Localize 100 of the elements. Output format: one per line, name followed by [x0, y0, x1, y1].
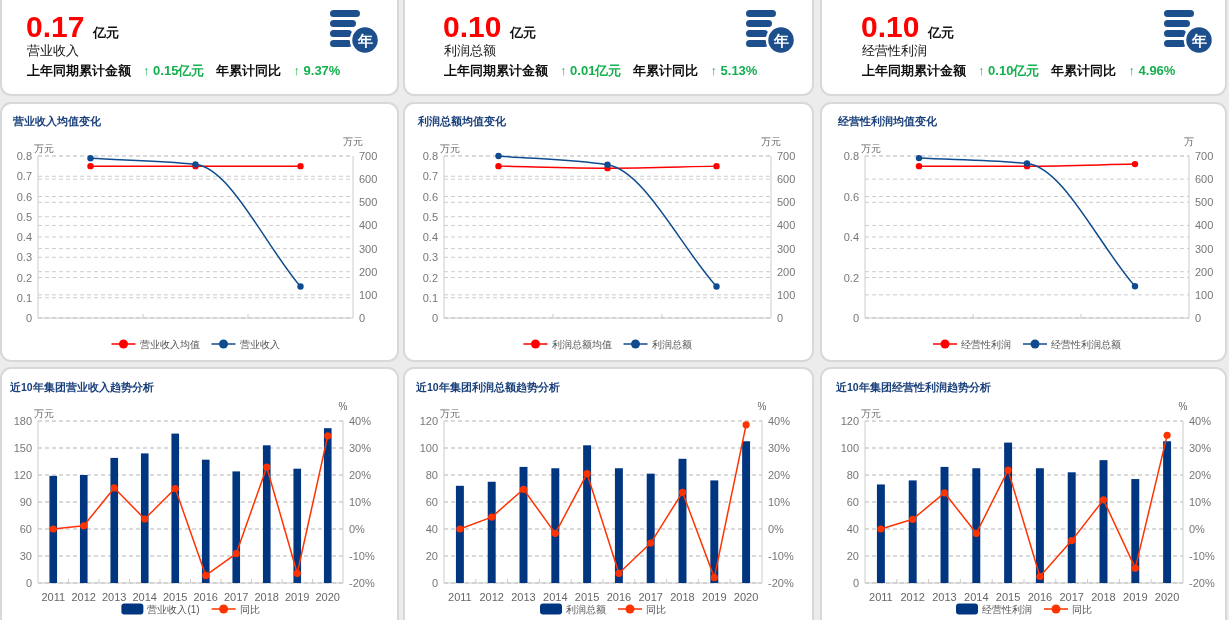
chart-title: 经营性利润均值变化 [837, 115, 938, 127]
point [583, 470, 591, 478]
y-tick-label: 100 [419, 442, 438, 454]
x-tick-label: 2017 [1059, 591, 1084, 603]
x-tick-label: 2018 [1091, 591, 1116, 603]
x-tick-label: 2019 [285, 591, 310, 603]
y-tick-label: 0.8 [16, 150, 32, 162]
y2-tick-label: 0% [768, 523, 785, 535]
y-tick-label: 120 [13, 469, 32, 481]
point [647, 539, 655, 547]
y-tick-label: 150 [13, 442, 32, 454]
y2-tick-label: 30% [1189, 442, 1212, 454]
y2-tick-label: 200 [1195, 265, 1214, 278]
y-tick-label: 0.5 [422, 210, 438, 223]
bar [710, 480, 719, 583]
point [202, 571, 210, 580]
point [456, 525, 464, 533]
y-tick-label: 0 [852, 312, 859, 324]
point [615, 569, 623, 577]
y2-tick-label: 100 [1195, 288, 1214, 301]
x-tick-label: 2013 [102, 591, 127, 603]
point [324, 432, 332, 440]
y2-tick-label: 10% [349, 496, 372, 508]
text: ↑ 4.96% [1128, 63, 1176, 78]
legend-label: 利润总额均值 [551, 338, 612, 350]
y-axis-title: 万元 [34, 143, 54, 154]
y-tick-label: 0.5 [16, 210, 32, 223]
y2-tick-label: -20% [768, 577, 794, 589]
y-tick-label: 40 [846, 523, 859, 535]
y2-axis-title: % [1178, 401, 1188, 412]
bar [487, 481, 496, 583]
x-tick-label: 2015 [574, 591, 600, 603]
x-tick-label: 2014 [964, 591, 989, 603]
bar [293, 468, 302, 583]
y-tick-label: 20 [846, 550, 859, 562]
bar [1004, 442, 1013, 583]
x-tick-label: 2014 [132, 591, 157, 603]
chart-title: 利润总额均值变化 [417, 115, 507, 127]
y2-tick-label: 700 [777, 150, 796, 162]
y-tick-label: 0.1 [422, 291, 438, 304]
y2-tick-label: 20% [349, 469, 372, 481]
text: 0.10 [861, 10, 920, 43]
point [972, 529, 980, 537]
y-tick-label: 120 [419, 415, 438, 427]
x-tick-label: 2013 [511, 591, 536, 603]
x-tick-label: 2017 [638, 591, 663, 603]
y-tick-label: 60 [846, 496, 859, 508]
y-tick-label: 0 [852, 577, 859, 589]
text: 年 [1190, 31, 1207, 49]
text: ↑ 0.10亿元 [978, 63, 1040, 78]
point [171, 484, 179, 493]
y2-tick-label: 500 [1195, 196, 1214, 209]
y-tick-label: 0.4 [16, 231, 32, 243]
x-tick-label: 2019 [1123, 591, 1148, 603]
y2-tick-label: -10% [768, 550, 794, 562]
text: ↑ 5.13% [710, 63, 758, 78]
x-tick-label: 2018 [670, 591, 695, 603]
y2-tick-label: 10% [768, 496, 791, 508]
point [141, 515, 149, 523]
x-tick-label: 2016 [606, 591, 632, 603]
y-tick-label: 0.3 [16, 251, 32, 264]
x-tick-label: 2011 [41, 591, 66, 603]
point [877, 525, 885, 533]
y-tick-label: 20 [425, 550, 438, 562]
y-tick-label: 0.8 [422, 150, 438, 162]
point [495, 152, 502, 160]
bar [1067, 472, 1076, 583]
legend-label: 营业收入 [239, 338, 280, 350]
x-tick-label: 2011 [448, 591, 472, 603]
y-axis-title: 万元 [861, 143, 881, 154]
y-axis-title: 万元 [440, 143, 460, 154]
y2-tick-label: 20% [768, 469, 791, 481]
legend-label: 经营性利润总额 [1051, 338, 1121, 350]
text: 上年同期累计金额 [26, 63, 132, 78]
x-tick-label: 2020 [733, 591, 759, 603]
y-tick-label: 60 [425, 496, 438, 508]
chart-title: 近10年集团经营性利润趋势分析 [835, 381, 991, 393]
y-tick-label: 180 [13, 415, 32, 427]
y2-tick-label: 0 [1195, 312, 1202, 324]
text: 年 [772, 31, 789, 49]
y-tick-label: 0.7 [422, 170, 438, 183]
y2-tick-label: -20% [1189, 577, 1215, 589]
text: 营业收入 [27, 43, 79, 58]
text: 年累计同比 [1050, 63, 1117, 78]
bar [646, 473, 655, 583]
chart-title: 近10年集团营业收入趋势分析 [9, 381, 154, 394]
point [940, 489, 949, 497]
y2-tick-label: 30% [768, 442, 791, 454]
x-tick-label: 2015 [995, 591, 1021, 603]
point [742, 421, 750, 429]
x-tick-label: 2012 [479, 591, 504, 603]
x-tick-label: 2017 [224, 591, 249, 603]
text: 亿元 [927, 25, 955, 40]
point [49, 525, 57, 533]
y2-tick-label: -20% [349, 577, 375, 589]
point [87, 155, 94, 162]
y-axis-title: 万元 [34, 408, 54, 419]
point [488, 513, 496, 521]
point [263, 463, 271, 471]
bar [171, 433, 180, 583]
